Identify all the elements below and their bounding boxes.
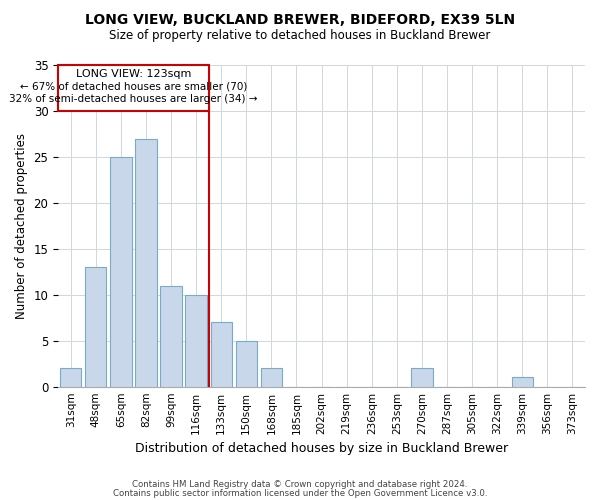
Bar — [185, 295, 207, 386]
Bar — [85, 267, 106, 386]
Y-axis label: Number of detached properties: Number of detached properties — [15, 133, 28, 319]
Text: LONG VIEW, BUCKLAND BREWER, BIDEFORD, EX39 5LN: LONG VIEW, BUCKLAND BREWER, BIDEFORD, EX… — [85, 12, 515, 26]
Text: LONG VIEW: 123sqm: LONG VIEW: 123sqm — [76, 69, 191, 79]
Bar — [135, 138, 157, 386]
X-axis label: Distribution of detached houses by size in Buckland Brewer: Distribution of detached houses by size … — [135, 442, 508, 455]
Text: Contains public sector information licensed under the Open Government Licence v3: Contains public sector information licen… — [113, 488, 487, 498]
FancyBboxPatch shape — [58, 65, 209, 111]
Text: Contains HM Land Registry data © Crown copyright and database right 2024.: Contains HM Land Registry data © Crown c… — [132, 480, 468, 489]
Bar — [110, 157, 131, 386]
Bar — [60, 368, 82, 386]
Bar — [261, 368, 282, 386]
Bar — [160, 286, 182, 386]
Bar — [411, 368, 433, 386]
Text: Size of property relative to detached houses in Buckland Brewer: Size of property relative to detached ho… — [109, 29, 491, 42]
Bar — [512, 378, 533, 386]
Text: 32% of semi-detached houses are larger (34) →: 32% of semi-detached houses are larger (… — [9, 94, 257, 104]
Text: ← 67% of detached houses are smaller (70): ← 67% of detached houses are smaller (70… — [20, 82, 247, 92]
Bar — [236, 340, 257, 386]
Bar — [211, 322, 232, 386]
